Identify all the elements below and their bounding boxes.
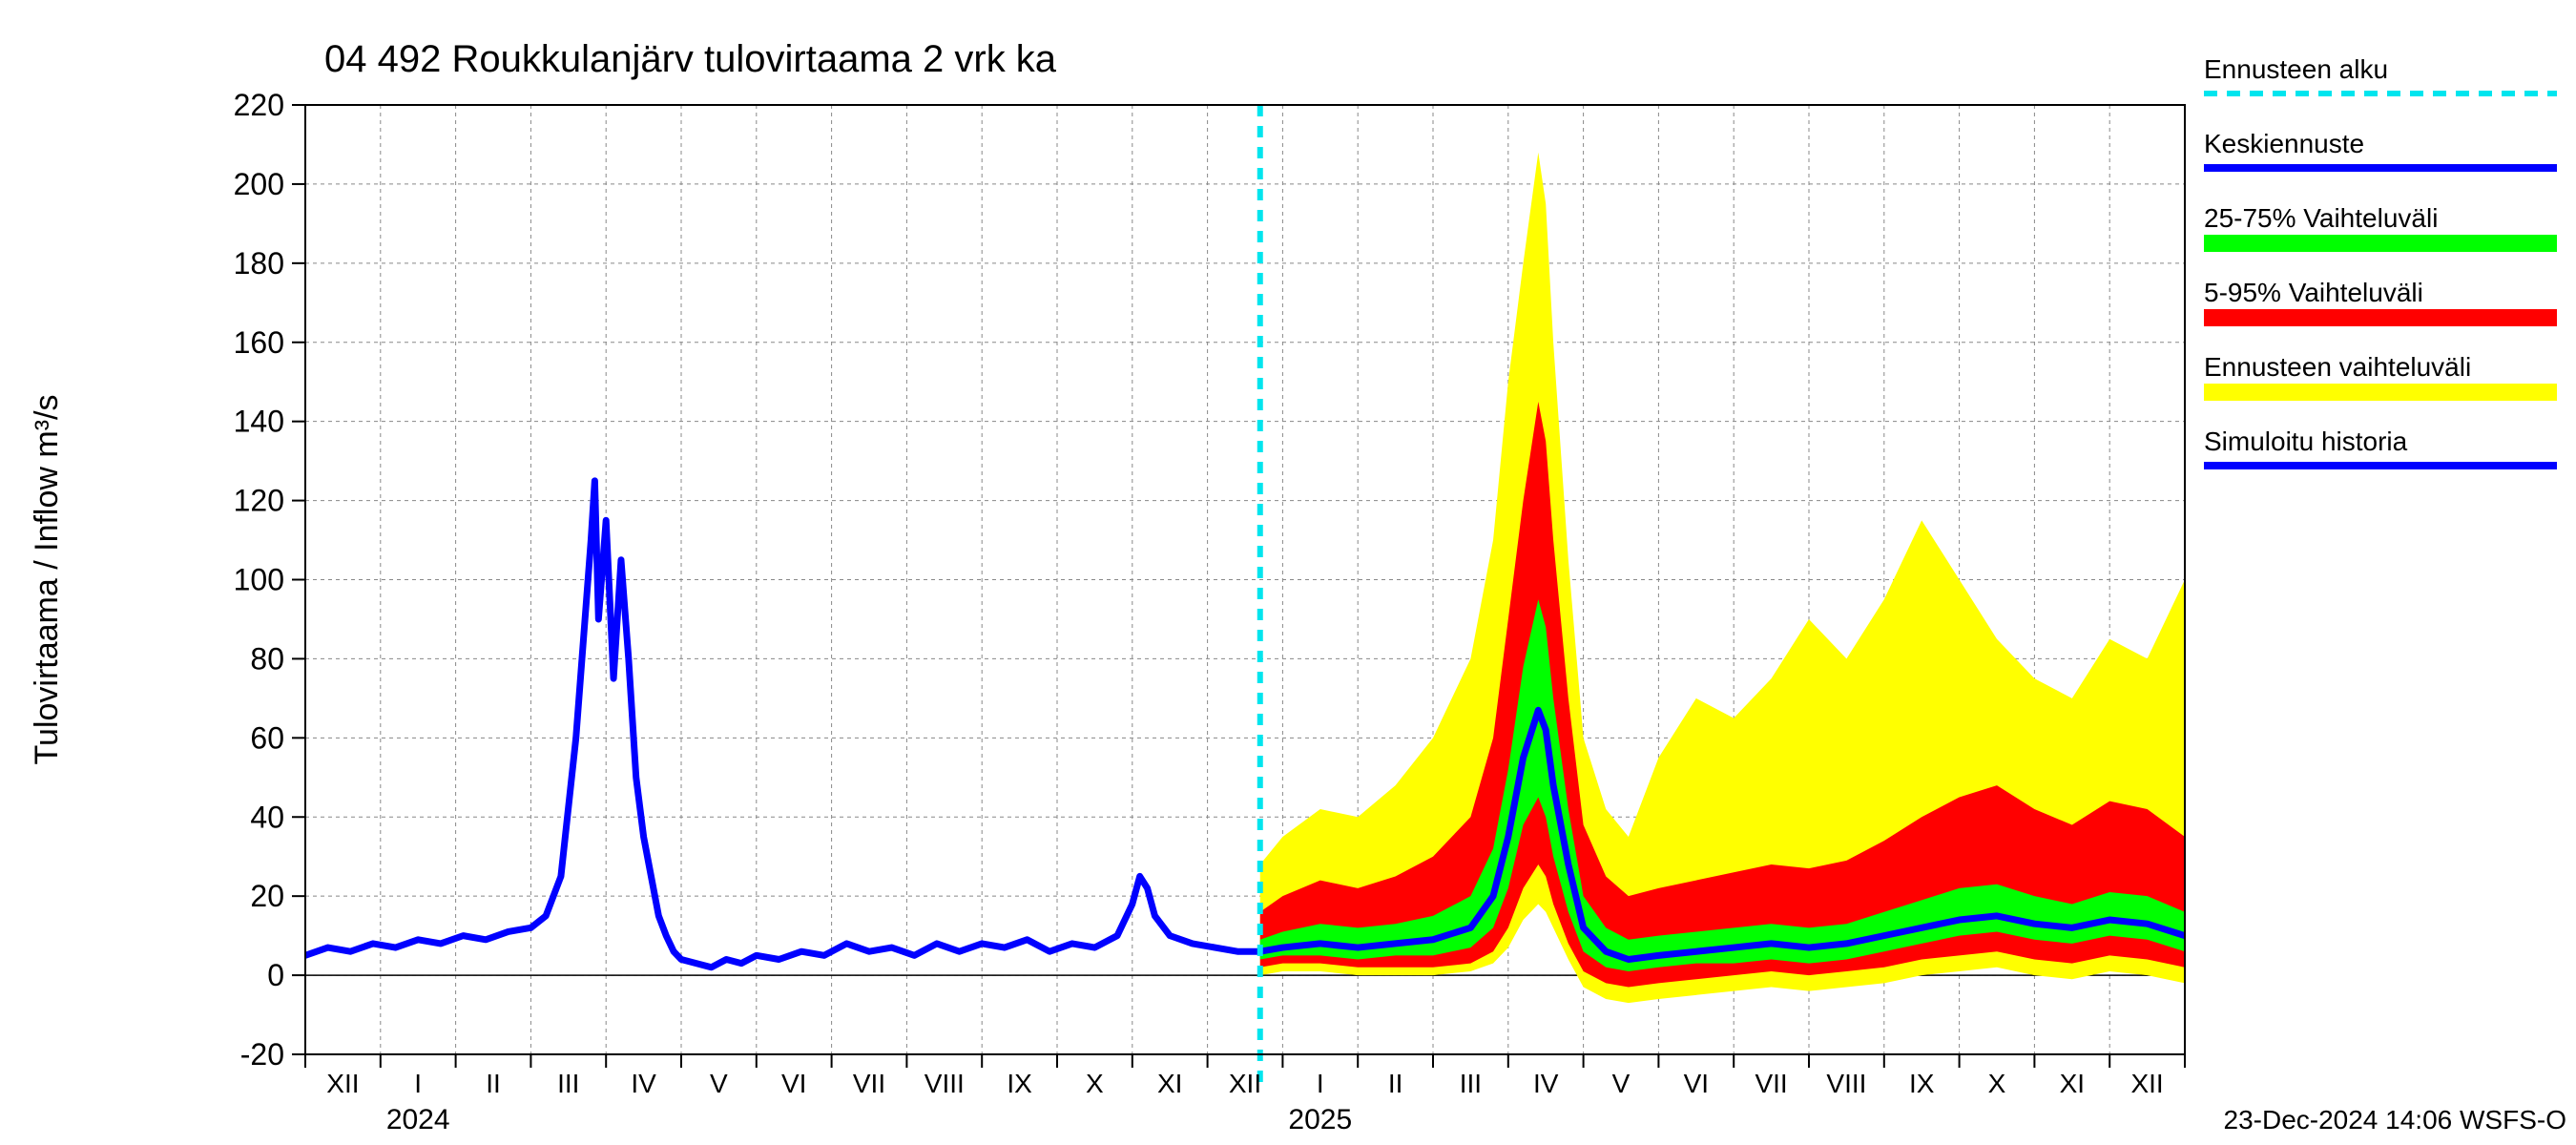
x-month-label: XI xyxy=(2060,1069,2085,1098)
y-axis-title: Tulovirtaama / Inflow m³/s xyxy=(29,395,65,765)
x-month-label: I xyxy=(1317,1069,1324,1098)
legend-swatch xyxy=(2204,309,2557,326)
x-month-label: X xyxy=(1086,1069,1104,1098)
y-tick-label: 140 xyxy=(234,405,284,439)
y-tick-label: 100 xyxy=(234,563,284,597)
y-tick-label: 40 xyxy=(250,800,284,834)
x-month-label: XII xyxy=(326,1069,359,1098)
y-tick-label: 220 xyxy=(234,88,284,122)
x-month-label: V xyxy=(1612,1069,1631,1098)
x-month-label: V xyxy=(710,1069,728,1098)
y-tick-label: 60 xyxy=(250,720,284,755)
legend-label: Ennusteen alku xyxy=(2204,54,2388,84)
y-tick-label: 0 xyxy=(267,958,284,992)
x-month-label: IV xyxy=(631,1069,656,1098)
x-month-label: XI xyxy=(1157,1069,1182,1098)
legend-swatch xyxy=(2204,384,2557,401)
x-year-label: 2024 xyxy=(386,1104,450,1135)
y-tick-label: 80 xyxy=(250,641,284,676)
x-month-label: X xyxy=(1988,1069,2006,1098)
y-tick-label: 20 xyxy=(250,879,284,913)
legend-label: Ennusteen vaihteluväli xyxy=(2204,352,2471,382)
x-month-label: IX xyxy=(1909,1069,1935,1098)
legend-swatch xyxy=(2204,235,2557,252)
chart-svg: -20020406080100120140160180200220XIIIIII… xyxy=(0,0,2576,1145)
chart-title: 04 492 Roukkulanjärv tulovirtaama 2 vrk … xyxy=(324,38,1057,80)
y-tick-label: 160 xyxy=(234,325,284,360)
x-month-label: VIII xyxy=(924,1069,965,1098)
x-year-label: 2025 xyxy=(1288,1104,1352,1135)
y-tick-label: 200 xyxy=(234,167,284,201)
x-month-label: VII xyxy=(1755,1069,1787,1098)
x-month-label: VIII xyxy=(1826,1069,1866,1098)
legend-label: 25-75% Vaihteluväli xyxy=(2204,203,2438,233)
legend-label: 5-95% Vaihteluväli xyxy=(2204,278,2423,307)
x-month-label: VII xyxy=(853,1069,885,1098)
x-month-label: XII xyxy=(1229,1069,1261,1098)
x-month-label: IV xyxy=(1533,1069,1559,1098)
y-tick-label: 120 xyxy=(234,484,284,518)
legend-label: Simuloitu historia xyxy=(2204,427,2408,456)
y-tick-label: 180 xyxy=(234,246,284,281)
x-month-label: XII xyxy=(2130,1069,2163,1098)
history-line xyxy=(305,481,1260,968)
x-month-label: IX xyxy=(1007,1069,1032,1098)
x-month-label: II xyxy=(1388,1069,1403,1098)
footer-timestamp: 23-Dec-2024 14:06 WSFS-O xyxy=(2224,1105,2567,1135)
x-month-label: III xyxy=(557,1069,579,1098)
x-month-label: VI xyxy=(781,1069,806,1098)
x-month-label: II xyxy=(486,1069,501,1098)
x-month-label: III xyxy=(1460,1069,1482,1098)
y-tick-label: -20 xyxy=(240,1037,284,1072)
x-month-label: I xyxy=(414,1069,422,1098)
forecast-bands xyxy=(1260,153,2185,1003)
hydrograph-chart: -20020406080100120140160180200220XIIIIII… xyxy=(0,0,2576,1145)
x-month-label: VI xyxy=(1684,1069,1709,1098)
legend-label: Keskiennuste xyxy=(2204,129,2364,158)
